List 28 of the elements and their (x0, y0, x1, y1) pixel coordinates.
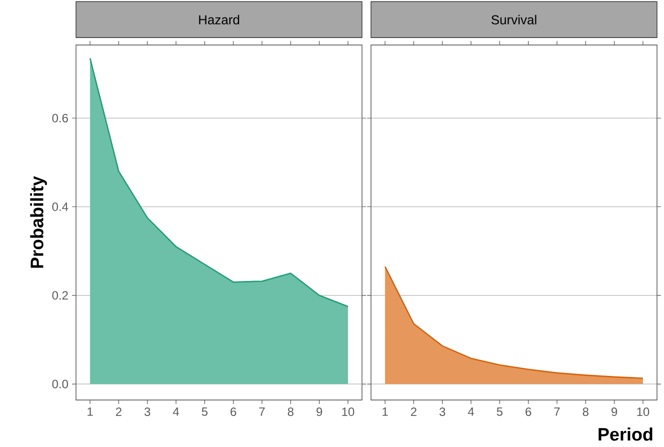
x-tick-label: 7 (554, 408, 560, 416)
y-tick-label: 0.6 (52, 114, 68, 122)
y-tick-label: 0.2 (52, 291, 68, 300)
x-tick-label: 6 (526, 408, 532, 416)
x-axis-title: Period (598, 428, 652, 441)
y-tick-label: 0.0 (52, 380, 68, 388)
x-tick-label: 3 (439, 408, 446, 416)
x-tick-label: 6 (230, 408, 236, 416)
x-tick-label: 10 (342, 408, 354, 416)
x-tick-label: 10 (637, 408, 650, 416)
x-tick-label: 5 (496, 408, 502, 416)
chart-title: Survival (491, 14, 536, 24)
y-axis-title: Probability (30, 176, 47, 268)
x-tick-label: 5 (202, 408, 208, 416)
x-tick-label: 4 (172, 408, 180, 416)
chart-title: Hazard (199, 14, 240, 24)
x-tick-label: 2 (410, 408, 416, 416)
x-tick-label: 2 (116, 408, 122, 416)
x-tick-label: 8 (582, 408, 588, 416)
x-tick-label: 3 (144, 408, 150, 416)
x-tick-label: 7 (259, 408, 265, 416)
x-tick-label: 1 (382, 408, 388, 416)
x-tick-label: 9 (612, 408, 618, 416)
x-tick-label: 8 (288, 408, 294, 416)
x-tick-label: 1 (88, 408, 93, 416)
x-tick-label: 4 (468, 408, 474, 416)
y-tick-label: 0.4 (52, 202, 68, 211)
x-tick-label: 9 (316, 408, 322, 416)
